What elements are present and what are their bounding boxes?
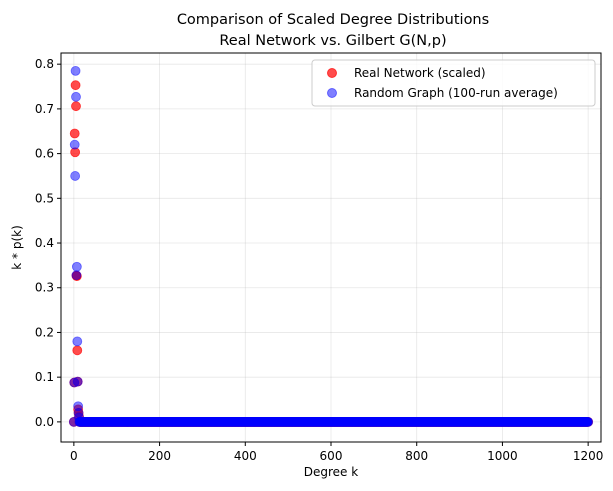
legend-label-random-graph: Random Graph (100-run average) — [354, 86, 558, 100]
data-points — [68, 65, 594, 427]
x-axis-ticks: 0 200 400 600 800 1000 1200 — [70, 442, 603, 463]
data-point — [69, 139, 80, 150]
legend-box — [311, 59, 596, 107]
data-point — [72, 336, 83, 347]
y-tick-label: 0.1 — [35, 370, 54, 384]
y-tick-label: 0.3 — [35, 281, 54, 295]
y-tick-label: 0.6 — [35, 147, 54, 161]
grid — [61, 53, 601, 442]
y-axis-ticks: 0.0 0.1 0.2 0.3 0.4 0.5 0.6 0.7 0.8 — [35, 57, 61, 429]
x-tick-label: 800 — [405, 449, 428, 463]
y-tick-label: 0.0 — [35, 415, 54, 429]
y-tick-label: 0.8 — [35, 57, 54, 71]
x-tick-label: 600 — [320, 449, 343, 463]
data-point — [71, 101, 81, 112]
chart-title-line1: Comparison of Scaled Degree Distribution… — [177, 12, 489, 28]
data-point — [71, 261, 82, 272]
legend-marker-random-graph — [327, 88, 337, 98]
data-point — [70, 171, 81, 181]
data-point — [72, 345, 83, 356]
series-1 — [68, 65, 594, 427]
legend-label-real-network: Real Network (scaled) — [354, 66, 486, 80]
data-point — [69, 128, 80, 139]
y-tick-label: 0.7 — [35, 102, 54, 116]
chart-title-line2: Real Network vs. Gilbert G(N,p) — [219, 33, 446, 49]
y-axis-label: k * p(k) — [10, 225, 24, 270]
data-point — [71, 91, 81, 102]
data-point — [72, 376, 83, 387]
y-tick-label: 0.4 — [35, 236, 54, 250]
chart-title: Comparison of Scaled Degree Distribution… — [177, 12, 489, 49]
legend: Real Network (scaled) Random Graph (100-… — [311, 59, 596, 107]
data-point — [70, 80, 81, 91]
y-tick-label: 0.5 — [35, 191, 54, 205]
x-tick-label: 1000 — [487, 449, 518, 463]
data-point — [71, 270, 82, 281]
x-tick-label: 200 — [148, 449, 171, 463]
data-point — [583, 416, 594, 427]
y-tick-label: 0.2 — [35, 325, 54, 339]
x-tick-label: 1200 — [573, 449, 604, 463]
x-tick-label: 0 — [70, 449, 78, 463]
x-tick-label: 400 — [234, 449, 257, 463]
x-axis-label: Degree k — [304, 465, 358, 479]
legend-marker-real-network — [327, 68, 337, 78]
data-point — [70, 65, 81, 76]
